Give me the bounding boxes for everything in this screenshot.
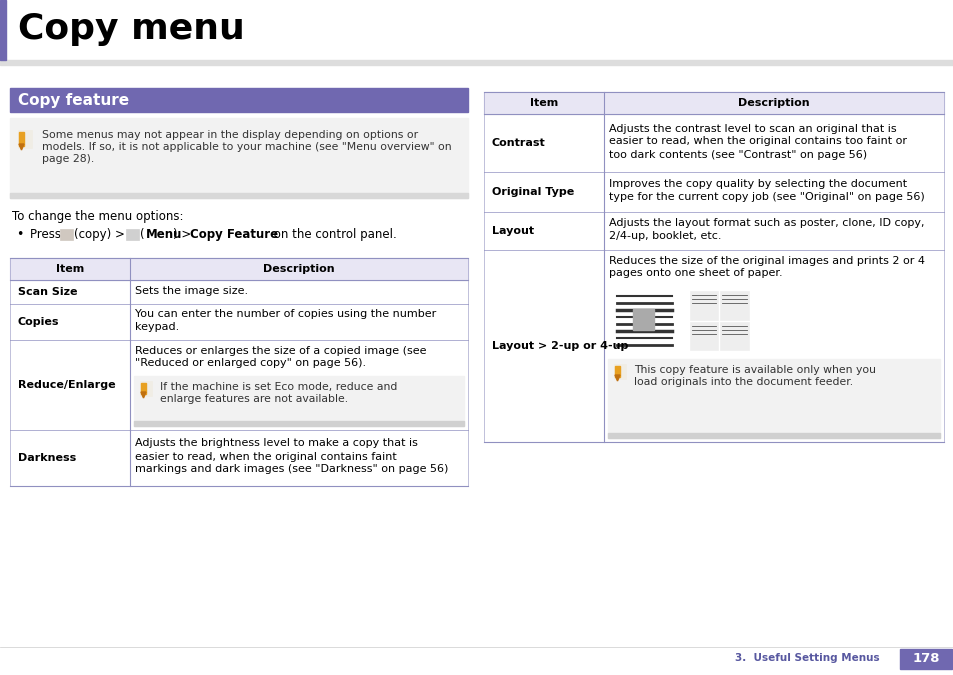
Bar xyxy=(616,366,623,375)
Text: Copy menu: Copy menu xyxy=(18,12,245,46)
Text: Adjusts the contrast level to scan an original that is: Adjusts the contrast level to scan an or… xyxy=(608,124,896,134)
Bar xyxy=(20,132,30,144)
Text: Adjusts the layout format such as poster, clone, ID copy,: Adjusts the layout format such as poster… xyxy=(608,218,923,228)
Text: too dark contents (see "Contrast" on page 56): too dark contents (see "Contrast" on pag… xyxy=(608,149,866,159)
Bar xyxy=(689,291,718,319)
Bar xyxy=(0,0,6,60)
Text: This copy feature is available only when you: This copy feature is available only when… xyxy=(634,365,875,375)
Text: Sets the image size.: Sets the image size. xyxy=(135,286,248,296)
Bar xyxy=(60,229,73,240)
Bar xyxy=(720,291,748,319)
Bar xyxy=(607,433,939,438)
Text: "Reduced or enlarged copy" on page 56).: "Reduced or enlarged copy" on page 56). xyxy=(135,358,366,368)
Bar xyxy=(633,309,654,330)
Text: Some menus may not appear in the display depending on options or: Some menus may not appear in the display… xyxy=(42,130,417,140)
Bar xyxy=(133,376,463,426)
Text: Copy Feature: Copy Feature xyxy=(190,228,278,241)
Bar xyxy=(19,132,24,146)
Text: Reduces or enlarges the size of a copied image (see: Reduces or enlarges the size of a copied… xyxy=(135,346,426,356)
Bar xyxy=(10,258,468,280)
Text: Layout > 2-up or 4-up: Layout > 2-up or 4-up xyxy=(492,341,628,351)
Bar xyxy=(612,288,677,353)
Text: Darkness: Darkness xyxy=(18,453,76,463)
Text: 2/4-up, booklet, etc.: 2/4-up, booklet, etc. xyxy=(608,231,720,241)
Text: Contrast: Contrast xyxy=(492,138,545,148)
Text: You can enter the number of copies using the number: You can enter the number of copies using… xyxy=(135,309,436,319)
Text: Reduces the size of the original images and prints 2 or 4: Reduces the size of the original images … xyxy=(608,256,924,266)
Text: markings and dark images (see "Darkness" on page 56): markings and dark images (see "Darkness"… xyxy=(135,464,448,475)
Bar xyxy=(141,383,146,394)
Bar xyxy=(10,88,468,112)
Bar xyxy=(142,383,150,392)
Bar xyxy=(10,118,468,198)
Bar xyxy=(614,364,625,379)
Text: Description: Description xyxy=(263,264,335,274)
Text: easier to read, when the original contains faint: easier to read, when the original contai… xyxy=(135,452,396,462)
Bar xyxy=(899,649,951,669)
Text: Copy feature: Copy feature xyxy=(18,92,129,107)
Text: page 28).: page 28). xyxy=(42,154,94,164)
Bar xyxy=(720,321,748,350)
Text: enlarge features are not available.: enlarge features are not available. xyxy=(160,394,348,404)
Bar xyxy=(686,288,751,353)
Bar xyxy=(10,193,468,198)
Text: Scan Size: Scan Size xyxy=(18,287,77,297)
Bar xyxy=(483,92,943,114)
Text: 3.  Useful Setting Menus: 3. Useful Setting Menus xyxy=(735,653,879,663)
Text: Menu: Menu xyxy=(146,228,182,241)
Text: •: • xyxy=(16,228,24,241)
Text: 178: 178 xyxy=(911,653,939,666)
Text: Press: Press xyxy=(30,228,65,241)
Text: Adjusts the brightness level to make a copy that is: Adjusts the brightness level to make a c… xyxy=(135,439,417,448)
Bar xyxy=(615,366,619,377)
Text: Copies: Copies xyxy=(18,317,59,327)
Polygon shape xyxy=(19,144,24,150)
Bar xyxy=(0,60,953,65)
Bar xyxy=(6,0,953,60)
Text: pages onto one sheet of paper.: pages onto one sheet of paper. xyxy=(608,268,781,278)
Bar xyxy=(607,359,939,438)
Bar xyxy=(140,381,152,396)
Bar xyxy=(689,321,718,350)
Text: load originals into the document feeder.: load originals into the document feeder. xyxy=(634,377,852,387)
Text: If the machine is set Eco mode, reduce and: If the machine is set Eco mode, reduce a… xyxy=(160,382,397,392)
Text: keypad.: keypad. xyxy=(135,322,179,332)
Text: Item: Item xyxy=(529,98,558,108)
Text: Reduce/Enlarge: Reduce/Enlarge xyxy=(18,380,115,390)
Text: models. If so, it is not applicable to your machine (see "Menu overview" on: models. If so, it is not applicable to y… xyxy=(42,142,451,152)
Text: type for the current copy job (see "Original" on page 56): type for the current copy job (see "Orig… xyxy=(608,192,923,202)
Text: (: ( xyxy=(140,228,145,241)
Polygon shape xyxy=(615,375,619,381)
Text: on the control panel.: on the control panel. xyxy=(270,228,396,241)
Bar xyxy=(133,421,463,426)
Text: Original Type: Original Type xyxy=(492,187,574,197)
Text: To change the menu options:: To change the menu options: xyxy=(12,210,183,223)
Text: ) >: ) > xyxy=(172,228,194,241)
Polygon shape xyxy=(141,392,146,398)
Text: Description: Description xyxy=(738,98,809,108)
Text: Layout: Layout xyxy=(492,226,534,236)
Text: Item: Item xyxy=(56,264,84,274)
Bar xyxy=(126,229,139,240)
Text: Improves the copy quality by selecting the document: Improves the copy quality by selecting t… xyxy=(608,179,906,189)
Text: (copy) >: (copy) > xyxy=(74,228,129,241)
Bar xyxy=(18,130,32,148)
Text: easier to read, when the original contains too faint or: easier to read, when the original contai… xyxy=(608,136,906,146)
